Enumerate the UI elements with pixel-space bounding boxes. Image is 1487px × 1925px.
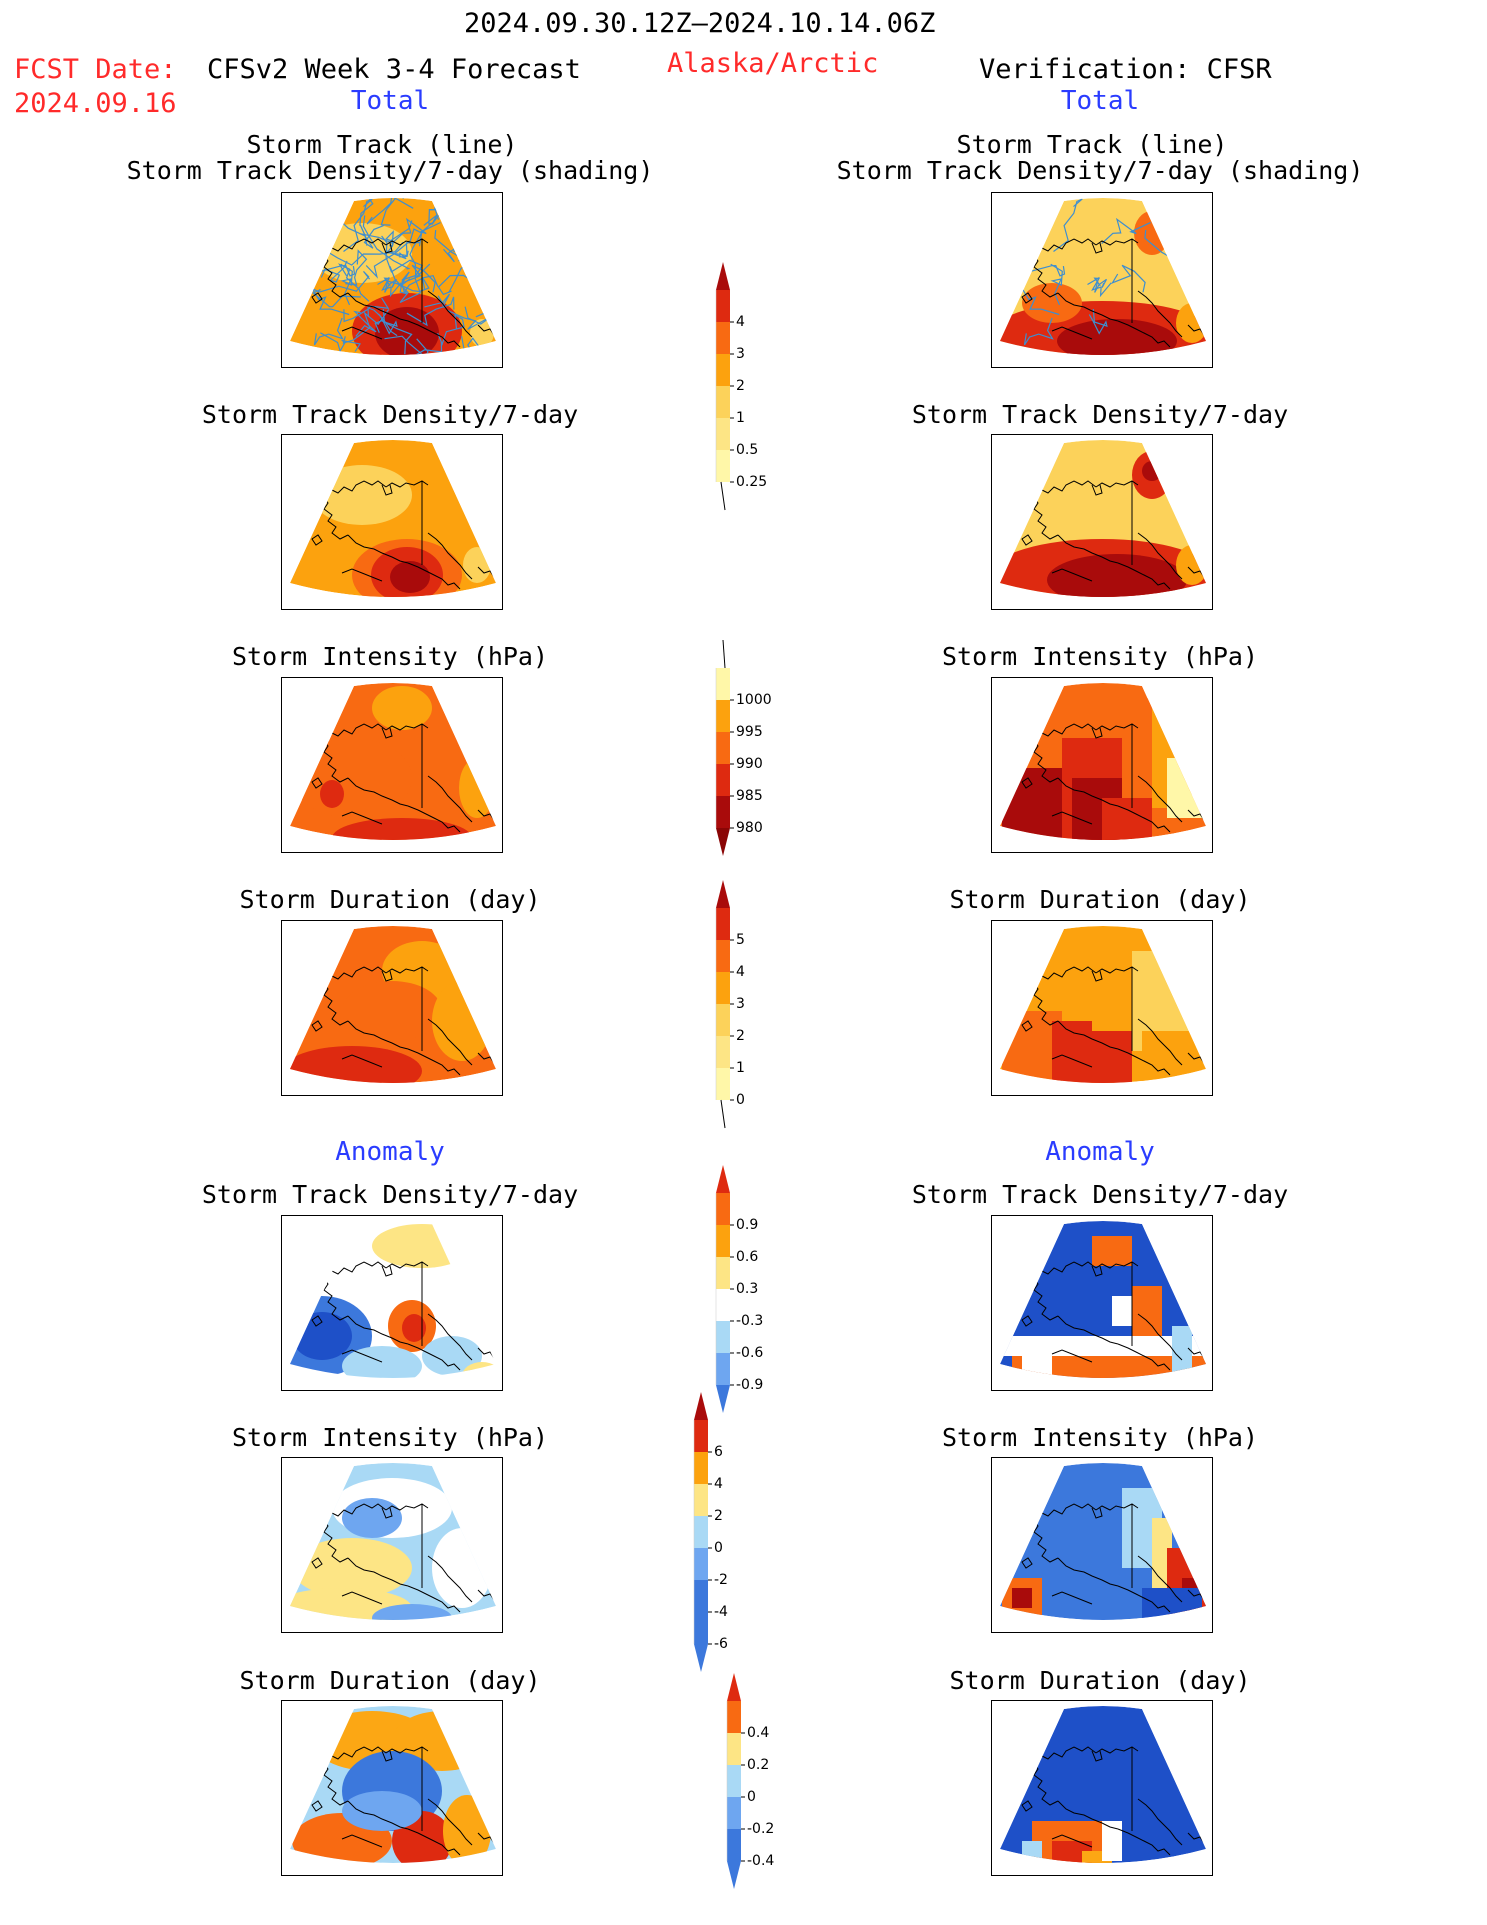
svg-text:990: 990 [736,756,763,772]
title-track-line-left: Storm Track (line) [246,130,518,159]
svg-text:0.2: 0.2 [747,1757,769,1773]
svg-text:3: 3 [736,346,745,362]
svg-text:-6: -6 [714,1636,728,1652]
map-cfsr-density [991,434,1213,610]
model-title: CFSv2 Week 3-4 Forecast [207,54,581,85]
colorbar-intensity-anom: 6 4 2 0 -2 -4 -6 [690,1392,750,1680]
svg-text:4: 4 [736,964,745,980]
svg-text:-0.3: -0.3 [736,1313,763,1329]
svg-text:1: 1 [736,1060,745,1076]
map-cfsr-anom-duration [991,1700,1213,1876]
svg-text:6: 6 [714,1444,723,1460]
fcst-date-label: FCST Date: [14,54,177,85]
colorbar-duration-total: 5 4 3 2 1 0 [712,880,772,1136]
map-cfsr-anom-intensity [991,1457,1213,1633]
anomaly-label-left: Anomaly [335,1137,445,1167]
title-track-line-right: Storm Track (line) [956,130,1228,159]
svg-text:-2: -2 [714,1572,728,1588]
map-cfsr-intensity [991,677,1213,853]
svg-text:1: 1 [736,410,745,426]
map-fcst-anom-duration [281,1700,503,1876]
colorbar-density-anom: 0.9 0.6 0.3 -0.3 -0.6 -0.9 [712,1165,772,1421]
period-title: 2024.09.30.12Z–2024.10.14.06Z [464,8,936,39]
colorbar-intensity-total: 1000 995 990 985 980 [712,639,772,864]
svg-text:0.9: 0.9 [736,1217,758,1233]
svg-text:-0.6: -0.6 [736,1345,763,1361]
verification-title: Verification: CFSR [979,54,1272,85]
title-track-density-shading-right: Storm Track Density/7-day (shading) [836,156,1364,185]
svg-text:0: 0 [714,1540,723,1556]
svg-text:1000: 1000 [736,692,772,708]
svg-text:0: 0 [747,1789,756,1805]
title-track-density-shading-left: Storm Track Density/7-day (shading) [126,156,654,185]
title-intensity-left: Storm Intensity (hPa) [231,642,549,671]
svg-text:5: 5 [736,932,745,948]
title-duration-right: Storm Duration (day) [949,885,1251,914]
svg-text:3: 3 [736,996,745,1012]
svg-text:4: 4 [736,314,745,330]
title-anom-duration-left: Storm Duration (day) [239,1666,541,1695]
title-anom-density-left: Storm Track Density/7-day [201,1180,579,1209]
map-fcst-duration [281,920,503,1096]
title-anom-intensity-right: Storm Intensity (hPa) [941,1423,1259,1452]
region-title: Alaska/Arctic [667,48,879,79]
svg-text:-0.2: -0.2 [747,1821,774,1837]
svg-text:-0.4: -0.4 [747,1853,774,1869]
svg-text:985: 985 [736,788,763,804]
svg-text:4: 4 [714,1476,723,1492]
colorbar-density-total: 4 3 2 1 0.5 0.25 [712,262,772,518]
svg-text:0.5: 0.5 [736,442,758,458]
map-fcst-anom-intensity [281,1457,503,1633]
title-anom-duration-right: Storm Duration (day) [949,1666,1251,1695]
svg-text:2: 2 [736,1028,745,1044]
svg-text:0: 0 [736,1092,745,1108]
title-intensity-right: Storm Intensity (hPa) [941,642,1259,671]
title-anom-intensity-left: Storm Intensity (hPa) [231,1423,549,1452]
svg-text:2: 2 [714,1508,723,1524]
map-fcst-density [281,434,503,610]
map-cfsr-anom-density [991,1215,1213,1391]
svg-text:-0.9: -0.9 [736,1377,763,1393]
svg-text:980: 980 [736,820,763,836]
map-fcst-intensity [281,677,503,853]
svg-text:2: 2 [736,378,745,394]
total-label-left: Total [350,86,430,116]
anomaly-label-right: Anomaly [1045,1137,1155,1167]
colorbar-duration-anom: 0.4 0.2 0 -0.2 -0.4 [723,1673,783,1897]
title-density-right: Storm Track Density/7-day [911,400,1289,429]
svg-text:0.6: 0.6 [736,1249,758,1265]
svg-text:995: 995 [736,724,763,740]
title-anom-density-right: Storm Track Density/7-day [911,1180,1289,1209]
svg-text:0.3: 0.3 [736,1281,758,1297]
map-fcst-track [281,192,503,368]
map-fcst-anom-density [281,1215,503,1391]
total-label-right: Total [1060,86,1140,116]
map-cfsr-track [991,192,1213,368]
svg-text:0.25: 0.25 [736,474,767,490]
title-duration-left: Storm Duration (day) [239,885,541,914]
svg-text:-4: -4 [714,1604,728,1620]
title-density-left: Storm Track Density/7-day [201,400,579,429]
map-cfsr-duration [991,920,1213,1096]
svg-text:0.4: 0.4 [747,1725,769,1741]
fcst-date-value: 2024.09.16 [14,88,177,119]
